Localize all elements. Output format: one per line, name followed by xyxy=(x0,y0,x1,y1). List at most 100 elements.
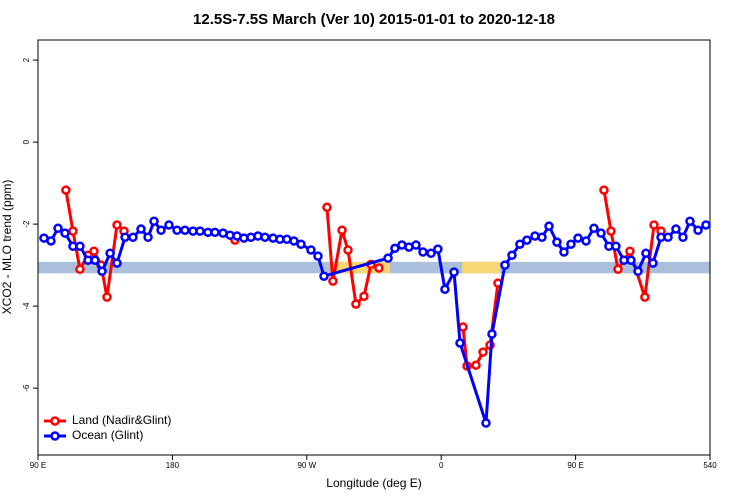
data-point xyxy=(537,232,547,242)
data-point xyxy=(613,264,623,274)
x-tick-label: 90 W xyxy=(297,461,316,470)
data-point xyxy=(649,220,659,230)
data-point xyxy=(164,220,174,230)
data-point xyxy=(693,225,703,236)
data-point xyxy=(471,360,481,370)
data-point xyxy=(599,185,609,195)
data-point xyxy=(481,418,491,428)
data-point xyxy=(143,232,153,242)
data-point xyxy=(418,247,428,257)
x-axis-label: Longitude (deg E) xyxy=(326,476,421,490)
data-point xyxy=(337,225,347,236)
data-point xyxy=(522,235,532,245)
y-tick-label: -6 xyxy=(22,384,31,392)
data-point xyxy=(433,244,443,254)
y-axis-label: XCO2 - MLO trend (ppm) xyxy=(0,180,14,315)
data-point xyxy=(500,260,510,270)
x-tick-label: 90 E xyxy=(30,461,46,470)
data-point xyxy=(685,216,695,227)
data-point xyxy=(75,241,85,252)
band-highlight xyxy=(462,261,501,274)
data-point xyxy=(343,245,353,255)
legend-label: Land (Nadir&Glint) xyxy=(72,413,171,427)
data-point xyxy=(156,225,166,236)
y-tick-label: -2 xyxy=(22,220,31,228)
data-point xyxy=(426,248,436,258)
x-tick-label: 0 xyxy=(439,461,444,470)
data-point xyxy=(626,255,636,265)
data-point xyxy=(566,239,576,249)
data-point xyxy=(581,236,591,246)
x-tick-label: 180 xyxy=(166,461,180,470)
data-point xyxy=(544,221,554,231)
data-point xyxy=(90,255,100,265)
series-line xyxy=(43,218,707,424)
data-point xyxy=(296,239,306,249)
data-point xyxy=(53,223,63,233)
data-point xyxy=(440,284,450,295)
data-point xyxy=(663,232,673,242)
data-point xyxy=(455,338,465,348)
data-point xyxy=(210,227,220,238)
data-point xyxy=(596,228,606,238)
data-point xyxy=(112,258,122,268)
data-point xyxy=(46,236,56,246)
data-point xyxy=(112,220,122,230)
data-point xyxy=(383,253,393,263)
data-point xyxy=(648,258,658,268)
y-tick-label: 2 xyxy=(22,57,31,62)
data-point xyxy=(328,276,338,286)
chart-title: 12.5S-7.5S March (Ver 10) 2015-01-01 to … xyxy=(193,11,555,28)
plot-frame xyxy=(37,39,711,456)
data-point xyxy=(359,291,369,302)
data-point xyxy=(322,202,332,213)
y-tick-label: 0 xyxy=(22,139,31,144)
series-line xyxy=(64,189,663,368)
data-point xyxy=(515,239,525,249)
data-point xyxy=(136,224,146,234)
data-point xyxy=(507,250,517,261)
y-tick-label: -4 xyxy=(22,302,31,310)
data-point xyxy=(128,232,138,242)
data-point xyxy=(289,236,299,246)
data-point xyxy=(589,223,599,233)
data-point xyxy=(625,246,635,256)
data-point xyxy=(313,251,323,261)
x-tick-label: 90 E xyxy=(567,461,583,470)
data-point xyxy=(60,228,70,238)
data-point xyxy=(172,225,182,236)
data-point xyxy=(411,240,421,250)
data-point xyxy=(487,329,497,339)
legend-marker xyxy=(50,431,60,441)
data-point xyxy=(611,241,621,252)
data-point xyxy=(559,247,569,257)
data-point xyxy=(640,292,650,302)
data-point xyxy=(61,185,71,195)
data-point xyxy=(149,216,159,227)
band-highlight xyxy=(330,261,391,274)
data-point xyxy=(478,347,488,357)
data-point xyxy=(449,267,459,277)
data-point xyxy=(75,264,85,274)
data-point xyxy=(260,232,270,242)
x-tick-label: 540 xyxy=(703,461,717,470)
data-point xyxy=(633,266,643,277)
data-point xyxy=(105,248,115,258)
data-point xyxy=(671,224,681,234)
data-point xyxy=(89,246,99,256)
data-point xyxy=(458,322,468,332)
data-point xyxy=(678,232,688,242)
data-point xyxy=(641,248,651,258)
legend-marker xyxy=(50,416,60,426)
data-point xyxy=(180,225,190,236)
data-point xyxy=(552,237,562,247)
legend-label: Ocean (Glint) xyxy=(72,428,143,442)
data-point xyxy=(351,299,361,309)
data-point xyxy=(68,226,78,236)
data-point xyxy=(573,233,583,243)
data-point xyxy=(102,292,112,302)
data-point xyxy=(319,271,329,281)
data-point xyxy=(97,266,107,277)
data-point xyxy=(390,243,400,254)
